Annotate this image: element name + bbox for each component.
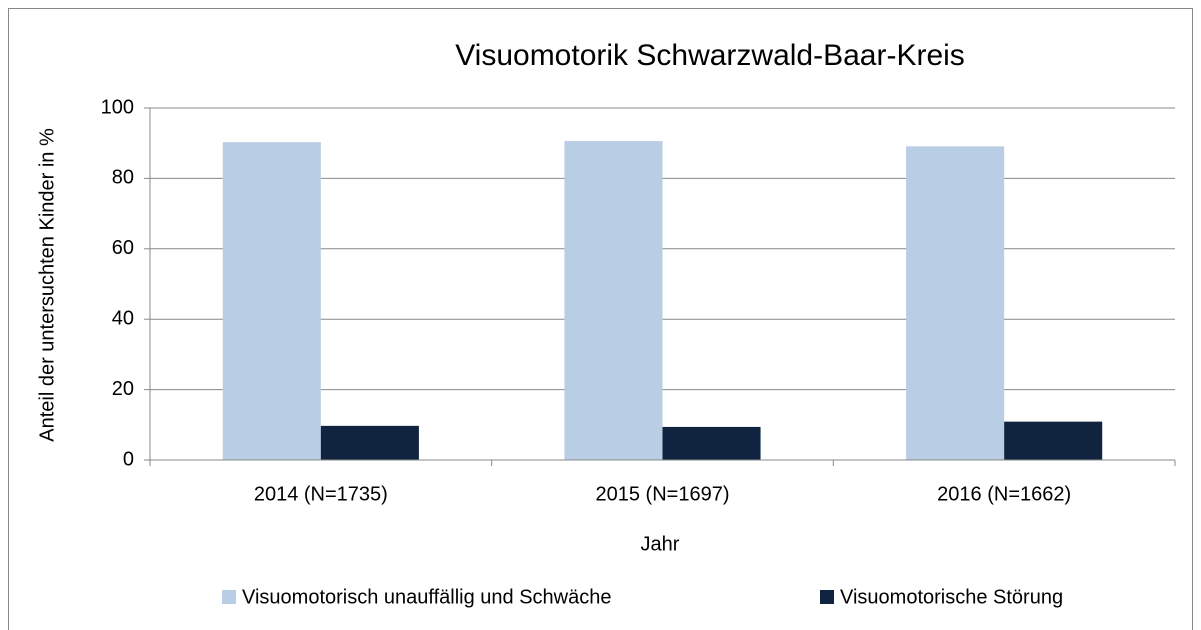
legend-swatch: [820, 590, 834, 604]
y-tick-label: 0: [123, 448, 134, 470]
bar: [906, 146, 1005, 461]
y-tick-label: 20: [112, 378, 134, 400]
x-tick-label: 2016 (N=1662): [937, 483, 1071, 505]
bar: [662, 426, 761, 460]
x-tick-label: 2015 (N=1697): [596, 483, 730, 505]
bar: [222, 142, 321, 461]
chart-title: Visuomotorik Schwarzwald-Baar-Kreis: [455, 39, 965, 72]
bar: [1004, 421, 1103, 460]
x-tick-label: 2014 (N=1735): [254, 483, 388, 505]
y-axis-label: Anteil der untersuchten Kinder in %: [36, 128, 58, 442]
chart-frame: [8, 8, 1193, 630]
legend-label: Visuomotorische Störung: [840, 586, 1063, 608]
y-tick-label: 60: [112, 237, 134, 259]
y-tick-label: 40: [112, 307, 134, 329]
bar: [320, 425, 419, 460]
legend-swatch: [222, 590, 236, 604]
y-tick-label: 80: [112, 167, 134, 189]
legend-label: Visuomotorisch unauffällig und Schwäche: [242, 586, 612, 608]
x-axis-label: Jahr: [641, 533, 680, 555]
bar: [564, 141, 663, 460]
y-tick-label: 100: [101, 96, 134, 118]
